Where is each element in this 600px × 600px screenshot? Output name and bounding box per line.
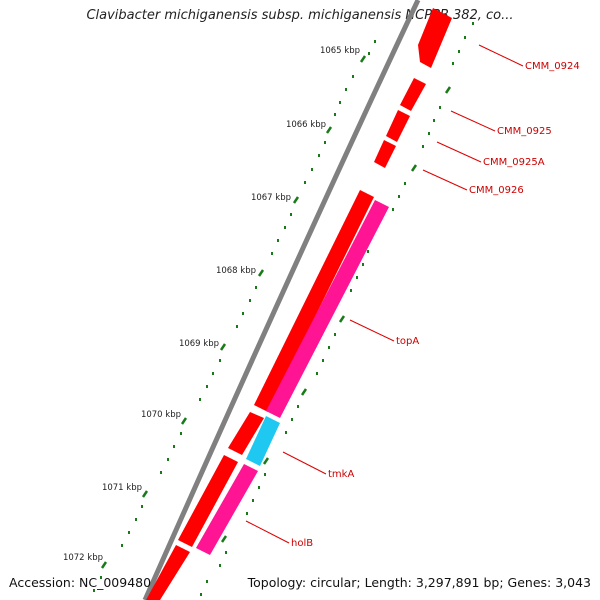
inner-major-ticks xyxy=(220,86,452,543)
gene-label-cmm0926: CMM_0926 xyxy=(469,185,524,196)
gene-topa-fwd-block xyxy=(254,190,374,412)
scale-label: 1070 kbp xyxy=(141,410,181,420)
scale-label: 1069 kbp xyxy=(179,339,219,349)
scale-label: 1072 kbp xyxy=(63,553,103,563)
gene-fwd-block-3 xyxy=(178,455,238,547)
scale-label: 1065 kbp xyxy=(320,46,360,56)
gene-cmm0925a-block xyxy=(386,110,410,142)
scale-label: 1068 kbp xyxy=(216,266,256,276)
scale-labels: 1065 kbp 1066 kbp 1067 kbp 1068 kbp 1069… xyxy=(63,46,360,563)
gene-label-holb: holB xyxy=(291,538,313,549)
outer-tick-dots xyxy=(93,40,376,592)
gene-tmka-block xyxy=(246,416,280,466)
gene-cmm0924-block xyxy=(418,8,452,68)
gene-cmm0926-block xyxy=(374,140,396,168)
gene-label-cmm0925: CMM_0925 xyxy=(497,126,552,137)
gene-cmm0925-block xyxy=(400,78,426,111)
gene-label-cmm0924: CMM_0924 xyxy=(525,61,580,72)
genome-summary-text: Topology: circular; Length: 3,297,891 bp… xyxy=(247,575,591,590)
scale-label: 1071 kbp xyxy=(102,483,142,493)
forward-strand-genes xyxy=(146,8,452,600)
outer-major-ticks xyxy=(100,55,367,569)
scale-label: 1067 kbp xyxy=(251,193,291,203)
gene-holb-block xyxy=(196,464,258,555)
gene-label-topa: topA xyxy=(396,336,419,347)
gene-labels: CMM_0924 CMM_0925 CMM_0925A CMM_0926 top… xyxy=(291,61,580,549)
accession-text: Accession: NC_009480 xyxy=(9,575,152,590)
reverse-strand-genes xyxy=(196,200,389,555)
gene-label-leaders xyxy=(245,44,524,544)
inner-tick-dots xyxy=(200,22,474,596)
gene-label-tmka: tmkA xyxy=(328,469,354,480)
gene-fwd-block-4 xyxy=(146,545,190,600)
gene-label-cmm0925a: CMM_0925A xyxy=(483,157,545,168)
gene-topa-block xyxy=(266,200,389,418)
genome-backbone xyxy=(142,0,421,600)
gene-fwd-block-2 xyxy=(228,412,264,455)
scale-label: 1066 kbp xyxy=(286,120,326,130)
